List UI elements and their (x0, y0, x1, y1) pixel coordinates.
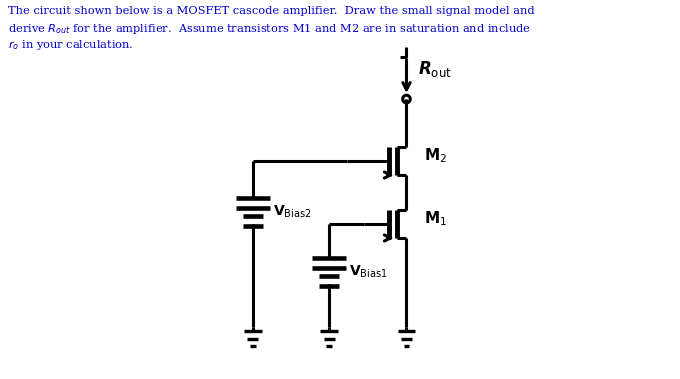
Text: The circuit shown below is a MOSFET cascode amplifier.  Draw the small signal mo: The circuit shown below is a MOSFET casc… (8, 6, 534, 16)
Text: M$_2$: M$_2$ (424, 147, 447, 165)
Text: M$_1$: M$_1$ (424, 210, 447, 229)
Text: V$_{\mathrm{Bias2}}$: V$_{\mathrm{Bias2}}$ (273, 203, 311, 220)
Text: V$_{\mathrm{Bias1}}$: V$_{\mathrm{Bias1}}$ (349, 263, 388, 280)
Text: R$_{\mathrm{out}}$: R$_{\mathrm{out}}$ (418, 59, 452, 79)
Text: derive $R_{out}$ for the amplifier.  Assume transistors M1 and M2 are in saturat: derive $R_{out}$ for the amplifier. Assu… (8, 22, 531, 36)
Text: $r_o$ in your calculation.: $r_o$ in your calculation. (8, 38, 133, 52)
